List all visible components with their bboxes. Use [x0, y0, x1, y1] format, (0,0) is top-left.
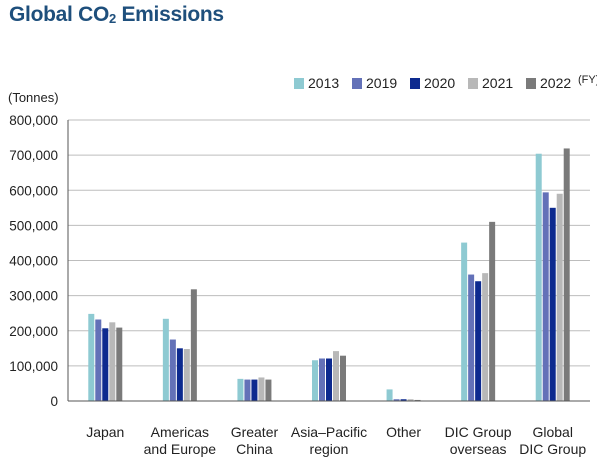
fiscal-year-note: (FY): [578, 74, 597, 86]
category-label: Global DIC Group: [519, 424, 586, 457]
y-tick-label: 800,000: [9, 113, 58, 128]
y-tick-label: 100,000: [9, 359, 58, 374]
category-label-line: Americas: [151, 424, 209, 440]
category-label-line: Global: [532, 424, 572, 440]
category-label-line: DIC Group: [519, 441, 586, 457]
legend-label: 2020: [424, 75, 455, 91]
bar-2013: [461, 242, 468, 401]
bar-2021: [407, 399, 414, 401]
legend-label: 2021: [482, 75, 513, 91]
bar-2013: [535, 153, 542, 401]
bar-2020: [251, 379, 258, 401]
legend-label: 2022: [540, 75, 571, 91]
y-axis-unit-label: (Tonnes): [8, 90, 59, 105]
bar-2019: [393, 399, 400, 401]
category-label-line: DIC Group: [445, 424, 512, 440]
bar-2013: [386, 389, 393, 401]
bar-2020: [475, 281, 482, 401]
bar-2019: [169, 339, 176, 401]
bar-2019: [95, 319, 102, 401]
category-label-line: Greater: [231, 424, 279, 440]
bar-2022: [116, 327, 123, 401]
category-label-line: Japan: [86, 424, 124, 440]
y-tick-label: 400,000: [9, 254, 58, 269]
bars: [88, 148, 570, 401]
bar-2021: [482, 273, 489, 401]
bar-2013: [312, 360, 318, 401]
bar-2013: [162, 318, 169, 401]
legend: 2013 2019 2020 2021 2022 (FY): [294, 74, 597, 91]
y-tick-label: 300,000: [9, 289, 58, 304]
bar-2021: [556, 193, 563, 401]
category-label-line: region: [310, 441, 349, 457]
category-labels: Japan Americas and Europe Greater China Asia–…: [86, 424, 586, 457]
bar-2021: [258, 377, 265, 401]
bar-2020: [102, 328, 109, 401]
bar-2021: [333, 351, 339, 401]
legend-label: 2019: [366, 75, 397, 91]
category-label-line: Asia–Pacific: [291, 424, 367, 440]
page-title: Global CO2 Emissions: [9, 3, 224, 27]
title-main: Global CO: [9, 3, 109, 26]
bar-2020: [549, 207, 556, 401]
category-label-line: China: [236, 441, 273, 457]
bar-2022: [340, 355, 346, 401]
bar-2019: [542, 192, 549, 401]
bar-2013: [88, 313, 95, 401]
bar-2022: [265, 379, 272, 401]
legend-swatch-2019: [352, 78, 362, 89]
category-label: Asia–Pacific region: [291, 424, 367, 457]
legend-swatch-2013: [294, 78, 304, 89]
bar-2019: [319, 358, 325, 401]
category-label-line: and Europe: [144, 441, 217, 457]
bar-2022: [190, 289, 197, 401]
y-tick-label: 700,000: [9, 148, 58, 163]
legend-label: 2013: [308, 75, 339, 91]
y-tick-label: 500,000: [9, 218, 58, 233]
category-label: Other: [386, 424, 421, 440]
bar-2020: [176, 348, 183, 401]
category-label: DIC Group overseas: [445, 424, 512, 457]
category-label-line: overseas: [450, 441, 507, 457]
title-tail: Emissions: [115, 3, 224, 26]
bar-2013: [237, 378, 244, 401]
bar-2022: [489, 221, 496, 401]
bar-2022: [563, 148, 570, 401]
legend-swatch-2022: [526, 78, 536, 89]
bar-2021: [109, 322, 116, 401]
y-tick-label: 600,000: [9, 183, 58, 198]
legend-swatch-2020: [410, 78, 420, 89]
y-tick-label: 0: [50, 394, 58, 409]
y-tick-labels: 0 100,000 200,000 300,000 400,000 500,000 600,…: [9, 113, 58, 409]
legend-swatch-2021: [468, 78, 478, 89]
bar-2021: [183, 349, 190, 401]
axes: [67, 120, 590, 402]
title-subscript: 2: [108, 11, 116, 26]
grid-lines: [68, 119, 590, 367]
bar-2019: [244, 379, 251, 401]
category-label: Greater China: [231, 424, 279, 457]
bar-2020: [400, 399, 407, 401]
bar-2020: [326, 358, 332, 401]
category-label: Americas and Europe: [144, 424, 217, 457]
bar-2019: [468, 274, 475, 401]
bar-2022: [414, 399, 421, 401]
category-label: Japan: [86, 424, 124, 440]
category-label-line: Other: [386, 424, 421, 440]
y-tick-label: 200,000: [9, 324, 58, 339]
